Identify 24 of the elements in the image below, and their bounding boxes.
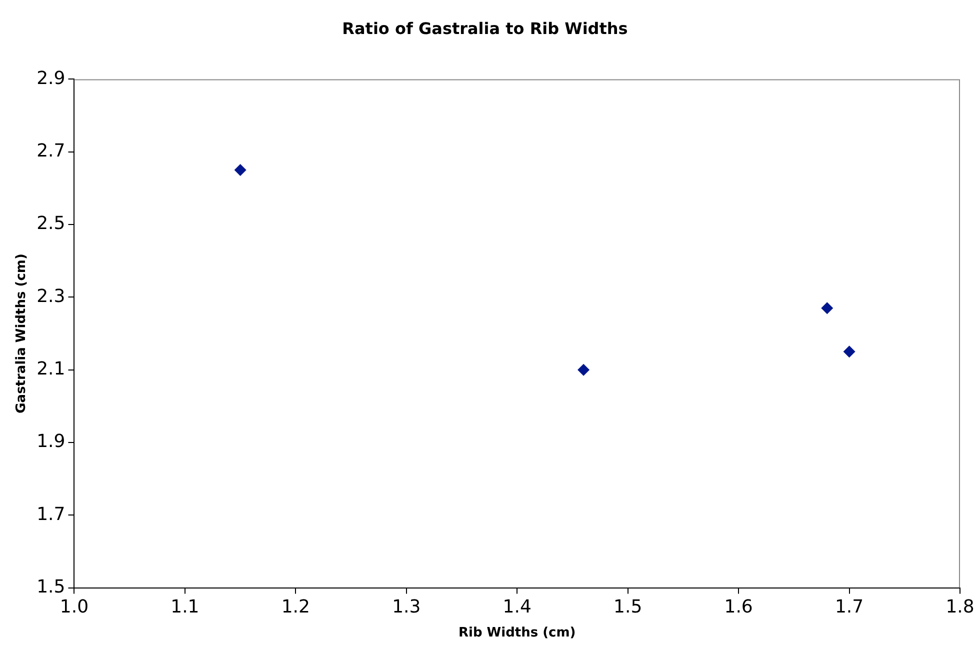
y-tick-label: 2.9 [36, 68, 66, 89]
y-tick-label: 2.1 [36, 358, 66, 380]
y-tick-label: 1.5 [36, 576, 66, 598]
y-tick-label: 2.3 [36, 286, 66, 307]
x-tick-label: 1.6 [724, 596, 753, 618]
y-axis-title: Gastralia Widths (cm) [14, 254, 30, 414]
y-tick-label: 2.5 [36, 213, 66, 234]
x-tick-label: 1.7 [834, 596, 864, 618]
x-tick-label: 1.2 [281, 596, 310, 618]
x-axis-title: Rib Widths (cm) [458, 626, 576, 641]
y-tick-label: 1.7 [36, 504, 66, 525]
x-tick-label: 1.5 [614, 596, 642, 618]
point [234, 164, 246, 176]
x-tick-label: 1.8 [946, 596, 974, 618]
x-tick-label: 1.0 [60, 596, 89, 618]
point [578, 364, 590, 376]
point [843, 346, 856, 358]
x-tick-label: 1.4 [502, 596, 532, 618]
x-tick-label: 1.3 [392, 596, 421, 618]
point [821, 302, 834, 314]
y-tick-label: 1.9 [36, 431, 66, 452]
y-tick-label: 2.7 [36, 140, 66, 162]
chart-title: Ratio of Gastralia to Rib Widths [342, 18, 628, 38]
x-tick-label: 1.1 [170, 596, 200, 618]
